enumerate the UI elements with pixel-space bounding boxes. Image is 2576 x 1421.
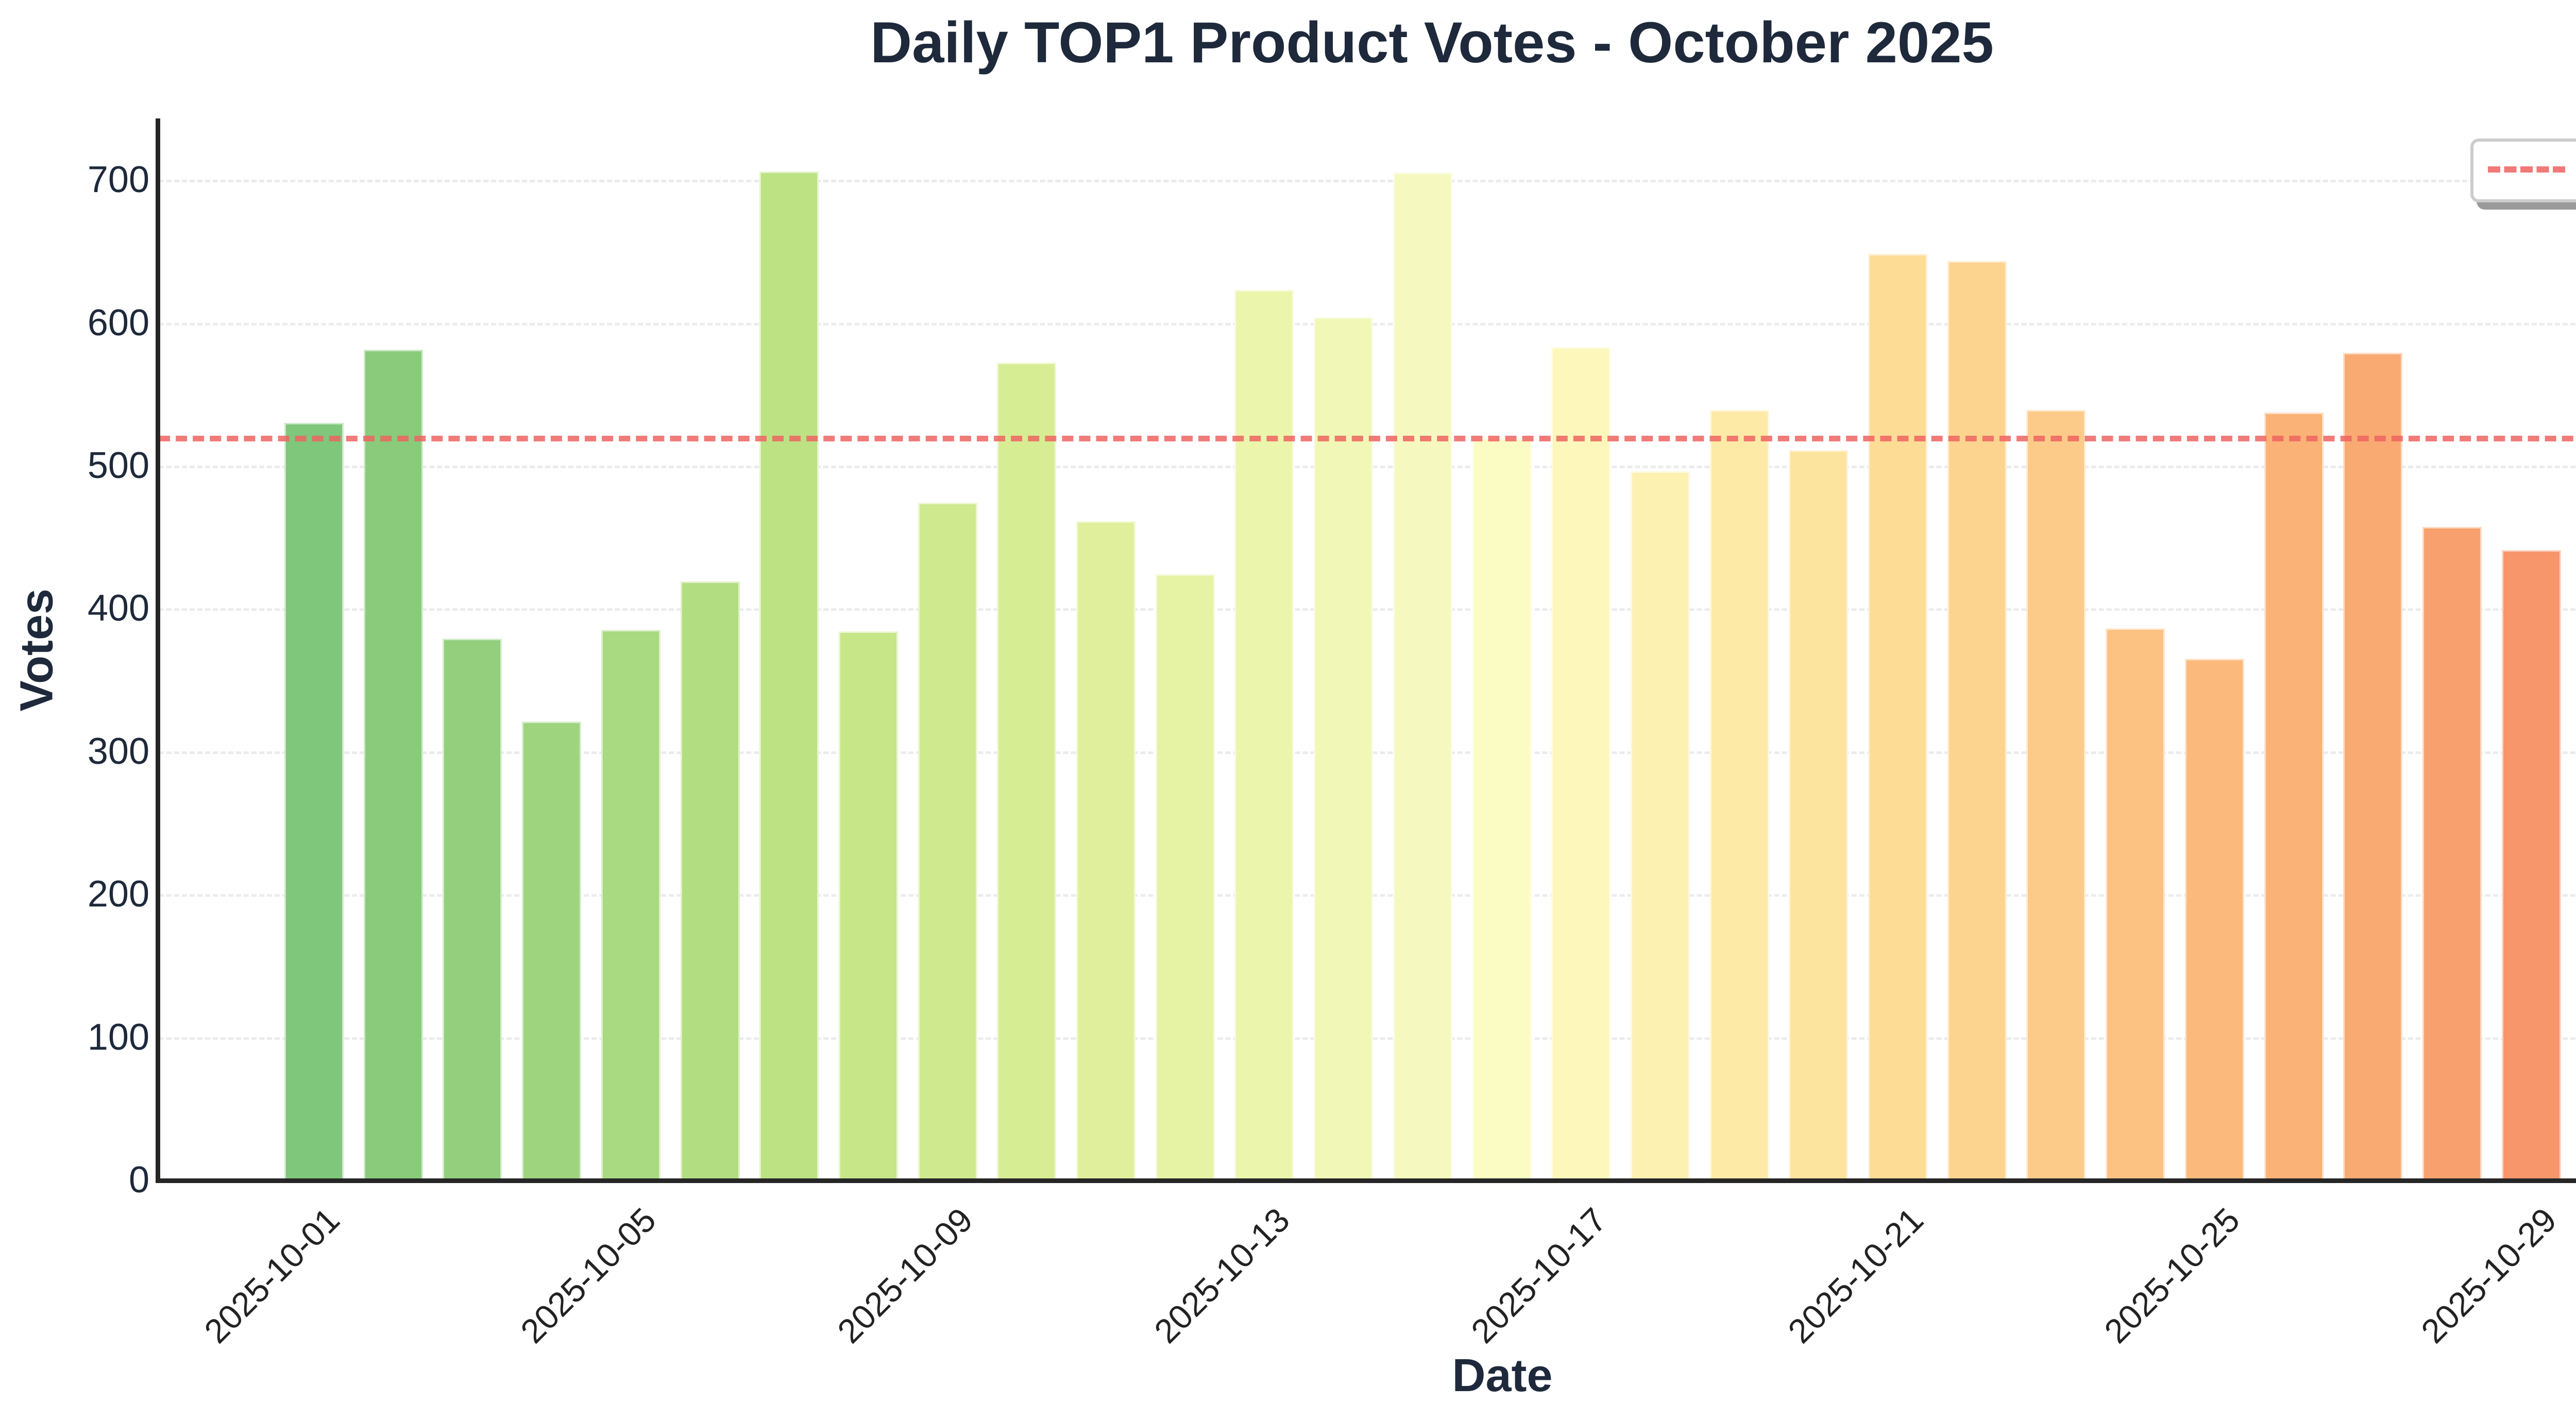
bar — [363, 350, 423, 1180]
bar — [443, 638, 502, 1180]
average-line — [159, 436, 2576, 442]
bar — [759, 171, 819, 1180]
x-axis-label: Date — [1452, 1350, 1553, 1401]
x-tick-label: 2025-10-17 — [1463, 1200, 1614, 1350]
x-tick-label: 2025-10-05 — [513, 1200, 664, 1350]
plot-area — [159, 118, 2576, 1180]
bar — [1789, 450, 1849, 1180]
bar — [1234, 289, 1294, 1180]
bar — [1947, 261, 2007, 1180]
bar — [2501, 550, 2561, 1180]
bar — [680, 581, 740, 1180]
dashed-line-swatch-icon — [2488, 166, 2565, 173]
bar — [918, 503, 977, 1180]
y-tick-label: 600 — [87, 302, 149, 344]
bar — [1551, 347, 1611, 1180]
y-axis-label: Votes — [11, 588, 63, 712]
y-tick-label: 500 — [87, 445, 149, 486]
y-tick-label: 400 — [87, 588, 149, 629]
legend: Average: 519 — [2470, 139, 2576, 202]
x-tick-label: 2025-10-01 — [196, 1200, 347, 1350]
y-tick-label: 200 — [87, 874, 149, 915]
bar — [2422, 527, 2482, 1180]
bar — [2343, 352, 2403, 1180]
bar — [2026, 409, 2086, 1180]
chart-title: Daily TOP1 Product Votes - October 2025 — [870, 10, 1994, 75]
gridline — [159, 180, 2576, 183]
y-axis-line — [156, 118, 160, 1183]
bar — [522, 721, 582, 1180]
bar — [997, 363, 1057, 1180]
bar — [1155, 574, 1215, 1180]
bar — [1868, 254, 1927, 1180]
bar — [1076, 521, 1136, 1180]
bar — [838, 631, 898, 1180]
bar — [2106, 628, 2165, 1180]
bar — [1630, 471, 1690, 1180]
bar — [2264, 413, 2324, 1180]
x-tick-label: 2025-10-21 — [1780, 1200, 1930, 1350]
y-tick-label: 700 — [87, 159, 149, 201]
y-tick-label: 300 — [87, 730, 149, 772]
x-tick-label: 2025-10-25 — [2097, 1200, 2247, 1350]
bar — [1393, 173, 1452, 1180]
bar — [284, 422, 344, 1180]
bar — [1314, 317, 1374, 1180]
x-tick-label: 2025-10-13 — [1146, 1200, 1297, 1350]
x-axis-line — [156, 1178, 2576, 1183]
y-tick-label: 100 — [87, 1016, 149, 1058]
bar — [1472, 438, 1532, 1180]
bar — [601, 630, 660, 1180]
bar — [2184, 658, 2244, 1180]
bar — [1709, 409, 1769, 1180]
x-tick-label: 2025-10-29 — [2414, 1200, 2564, 1350]
y-tick-label: 0 — [128, 1159, 149, 1201]
x-tick-label: 2025-10-09 — [830, 1200, 980, 1350]
